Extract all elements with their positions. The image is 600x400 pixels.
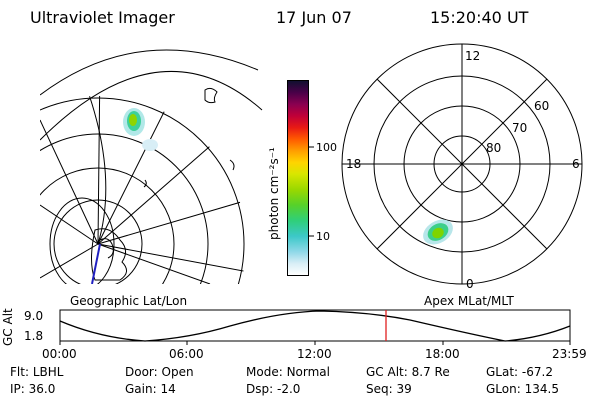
aurora-blob-mag (423, 219, 453, 245)
status-flt-key: Flt: (10, 365, 29, 379)
mlt-label-6: 6 (572, 157, 580, 171)
status-gc-alt: GC Alt: 8.7 Re (366, 366, 450, 378)
mlt-label-12: 12 (465, 49, 481, 63)
timeline-xtick-1800: 18:00 (425, 347, 460, 361)
status-mode-key: Mode: (246, 365, 283, 379)
mlat-label-60: 60 (534, 99, 550, 113)
status-gain-key: Gain: (125, 382, 157, 396)
timeline-ytick-high: 9.0 (24, 309, 44, 323)
status-flt: Flt: LBHL (10, 366, 63, 378)
status-glat-key: GLat: (486, 365, 519, 379)
status-ip-key: IP: (10, 382, 25, 396)
status-gain-value: 14 (160, 382, 176, 396)
mlt-label-18: 18 (346, 157, 362, 171)
mlat-label-70: 70 (512, 121, 528, 135)
timeline-xtick-1200: 12:00 (297, 347, 332, 361)
aurora-blob-geo (123, 108, 158, 151)
status-gain: Gain: 14 (125, 383, 176, 395)
mag-panel-label: Apex MLat/MLT (424, 294, 514, 308)
date-label: 17 Jun 07 (276, 8, 352, 27)
mlt-label-0: 0 (466, 277, 474, 291)
status-glon: GLon: 134.5 (486, 383, 559, 395)
geo-panel-label: Geographic Lat/Lon (70, 294, 188, 308)
status-glat-value: -67.2 (521, 365, 553, 379)
status-flt-value: LBHL (32, 365, 64, 379)
status-door-value: Open (161, 365, 194, 379)
status-glat: GLat: -67.2 (486, 366, 553, 378)
status-seq-key: Seq: (366, 382, 393, 396)
status-ip-value: 36.0 (28, 382, 56, 396)
status-dsp-key: Dsp: (246, 382, 274, 396)
status-glon-value: 134.5 (524, 382, 559, 396)
time-label: 15:20:40 UT (430, 8, 529, 27)
mlat-label-80: 80 (486, 141, 502, 155)
timeline-xtick-2359: 23:59 (552, 347, 587, 361)
status-ip: IP: 36.0 (10, 383, 55, 395)
timeline-ylabel: GC Alt (1, 308, 15, 346)
colorbar-tick-10: 10 (316, 230, 330, 243)
status-seq-value: 39 (396, 382, 412, 396)
colorbar-tick-100: 100 (316, 141, 337, 154)
status-door-key: Door: (125, 365, 158, 379)
status-seq: Seq: 39 (366, 383, 412, 395)
timeline-xtick-0000: 00:00 (42, 347, 77, 361)
status-glon-key: GLon: (486, 382, 521, 396)
status-mode-value: Normal (286, 365, 330, 379)
status-dsp-value: -2.0 (276, 382, 301, 396)
timeline-xtick-0600: 06:00 (169, 347, 204, 361)
status-door: Door: Open (125, 366, 194, 378)
status-mode: Mode: Normal (246, 366, 330, 378)
app-title: Ultraviolet Imager (30, 8, 175, 27)
status-dsp: Dsp: -2.0 (246, 383, 300, 395)
status-gc-alt-key: GC Alt: (366, 365, 408, 379)
colorbar (287, 80, 309, 276)
status-gc-alt-value: 8.7 Re (411, 365, 450, 379)
timeline-ytick-low: 1.8 (24, 329, 44, 343)
